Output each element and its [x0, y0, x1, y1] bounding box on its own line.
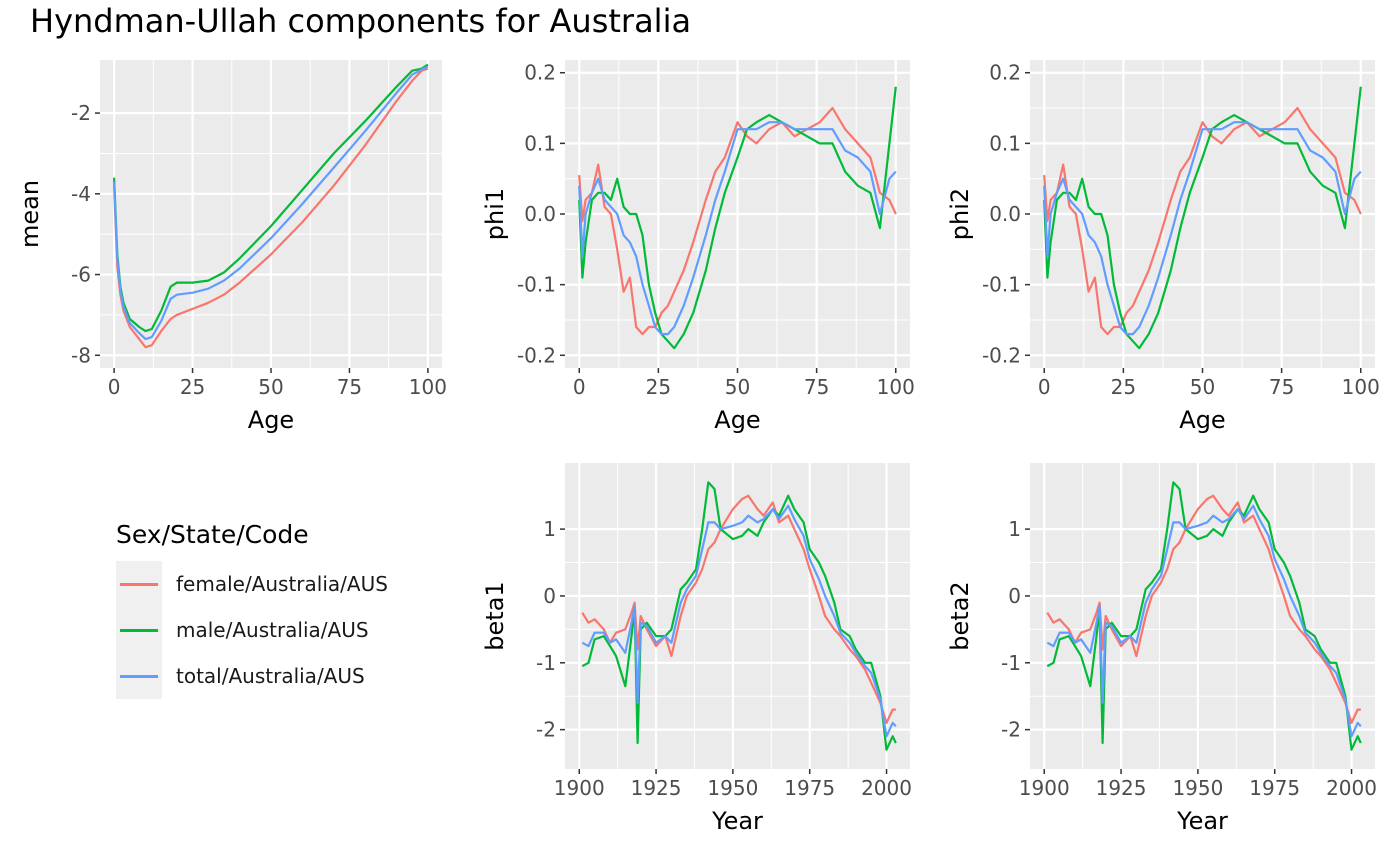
legend-item-male: male/Australia/AUS — [116, 607, 388, 653]
panel-background — [1030, 463, 1375, 769]
tick-label-y: -8 — [71, 343, 91, 367]
x-axis-label: Year — [711, 807, 763, 835]
series-line-male — [1043, 86, 1362, 350]
tick-label-x: 75 — [1269, 375, 1294, 399]
tick-label-x: 2000 — [861, 776, 912, 800]
panel-beta1: 1900 1925 1950 1975 2000 -2 -1 0 1 Year beta1 — [481, 463, 912, 835]
tick-label-x: 25 — [180, 375, 205, 399]
series-line-female — [581, 494, 896, 725]
tick-label-y: -2 — [536, 718, 556, 742]
tick-label-y: -0.2 — [517, 343, 556, 367]
tick-label-x: 1975 — [1249, 776, 1300, 800]
tick-label-x: 0 — [108, 375, 121, 399]
tick-label-x: 2000 — [1326, 776, 1377, 800]
legend-label-male: male/Australia/AUS — [176, 618, 369, 642]
legend-label-total: total/Australia/AUS — [176, 664, 365, 688]
tick-label-x: 1900 — [1019, 776, 1070, 800]
tick-label-x: 1900 — [554, 776, 605, 800]
tick-label-y: 0.2 — [989, 61, 1021, 85]
tick-label-x: 0 — [1038, 375, 1051, 399]
legend-item-total: total/Australia/AUS — [116, 653, 388, 699]
figure-title: Hyndman-Ullah components for Australia — [30, 2, 692, 40]
series-line-total — [1043, 121, 1362, 336]
legend-label-female: female/Australia/AUS — [176, 572, 388, 596]
tick-label-y: 0.0 — [524, 202, 556, 226]
tick-label-x: 1950 — [707, 776, 758, 800]
series-line-total — [581, 504, 897, 738]
tick-label-y: -4 — [71, 182, 91, 206]
series-line-male — [578, 86, 897, 350]
legend-title: Sex/State/Code — [116, 520, 309, 549]
x-axis-label: Year — [1176, 807, 1228, 835]
legend-item-female: female/Australia/AUS — [116, 561, 388, 607]
tick-label-x: 0 — [573, 375, 586, 399]
panel-beta2: 1900 1925 1950 1975 2000 -2 -1 0 1 Year beta2 — [946, 463, 1377, 835]
x-axis-label: Age — [714, 406, 760, 434]
series-line-total — [578, 121, 897, 336]
x-axis-label: Age — [248, 406, 294, 434]
tick-label-y: -1 — [536, 651, 556, 675]
tick-label-x: 50 — [725, 375, 750, 399]
y-axis-label: beta1 — [481, 581, 509, 650]
series-line-male — [1046, 481, 1362, 751]
y-axis-label: beta2 — [946, 581, 974, 650]
tick-label-x: 1925 — [631, 776, 682, 800]
panel-phi2: 0 25 50 75 100 -0.2 -0.1 0.0 0.1 0.2 Age phi2 — [946, 60, 1380, 434]
series-line-female — [578, 106, 897, 336]
legend: Sex/State/Code female/Australia/AUS male… — [116, 520, 388, 699]
panel-phi1: 0 25 50 75 100 -0.2 -0.1 0.0 0.1 0.2 Age phi1 — [481, 60, 915, 434]
series-line-total — [113, 65, 429, 341]
series-line-male — [113, 63, 429, 333]
legend-key-total — [116, 653, 162, 699]
tick-label-x: 1975 — [784, 776, 835, 800]
series-line-female — [113, 67, 429, 349]
panel-background — [565, 463, 910, 769]
tick-label-x: 50 — [1190, 375, 1215, 399]
tick-label-x: 1950 — [1172, 776, 1223, 800]
panel-mean: 0 25 50 75 100 -8 -6 -4 -2 Age mean — [16, 60, 447, 434]
legend-key-female — [116, 561, 162, 607]
series-line-female — [1046, 494, 1361, 725]
tick-label-y: 0 — [1008, 584, 1021, 608]
tick-label-y: 0 — [543, 584, 556, 608]
tick-label-y: -2 — [71, 101, 91, 125]
tick-label-x: 1925 — [1096, 776, 1147, 800]
tick-label-x: 100 — [877, 375, 915, 399]
tick-label-x: 100 — [409, 375, 447, 399]
y-axis-label: phi2 — [946, 188, 974, 240]
tick-label-y: 1 — [543, 517, 556, 541]
tick-label-y: 0.1 — [989, 131, 1021, 155]
y-axis-label: phi1 — [481, 188, 509, 240]
tick-label-y: 0.2 — [524, 61, 556, 85]
series-line-male — [581, 481, 897, 751]
tick-label-y: -0.1 — [982, 273, 1021, 297]
legend-key-male — [116, 607, 162, 653]
tick-label-y: 0.0 — [989, 202, 1021, 226]
y-axis-label: mean — [16, 180, 44, 248]
tick-label-y: -2 — [1001, 718, 1021, 742]
tick-label-x: 75 — [337, 375, 362, 399]
series-line-female — [1043, 106, 1362, 336]
tick-label-x: 25 — [646, 375, 671, 399]
tick-label-y: -6 — [71, 263, 91, 287]
tick-label-x: 50 — [258, 375, 283, 399]
tick-label-x: 25 — [1111, 375, 1136, 399]
tick-label-y: -0.2 — [982, 343, 1021, 367]
series-line-total — [1046, 504, 1362, 738]
tick-label-x: 100 — [1342, 375, 1380, 399]
tick-label-y: -0.1 — [517, 273, 556, 297]
tick-label-y: -1 — [1001, 651, 1021, 675]
tick-label-x: 75 — [804, 375, 829, 399]
tick-label-y: 0.1 — [524, 131, 556, 155]
tick-label-y: 1 — [1008, 517, 1021, 541]
x-axis-label: Age — [1179, 406, 1225, 434]
